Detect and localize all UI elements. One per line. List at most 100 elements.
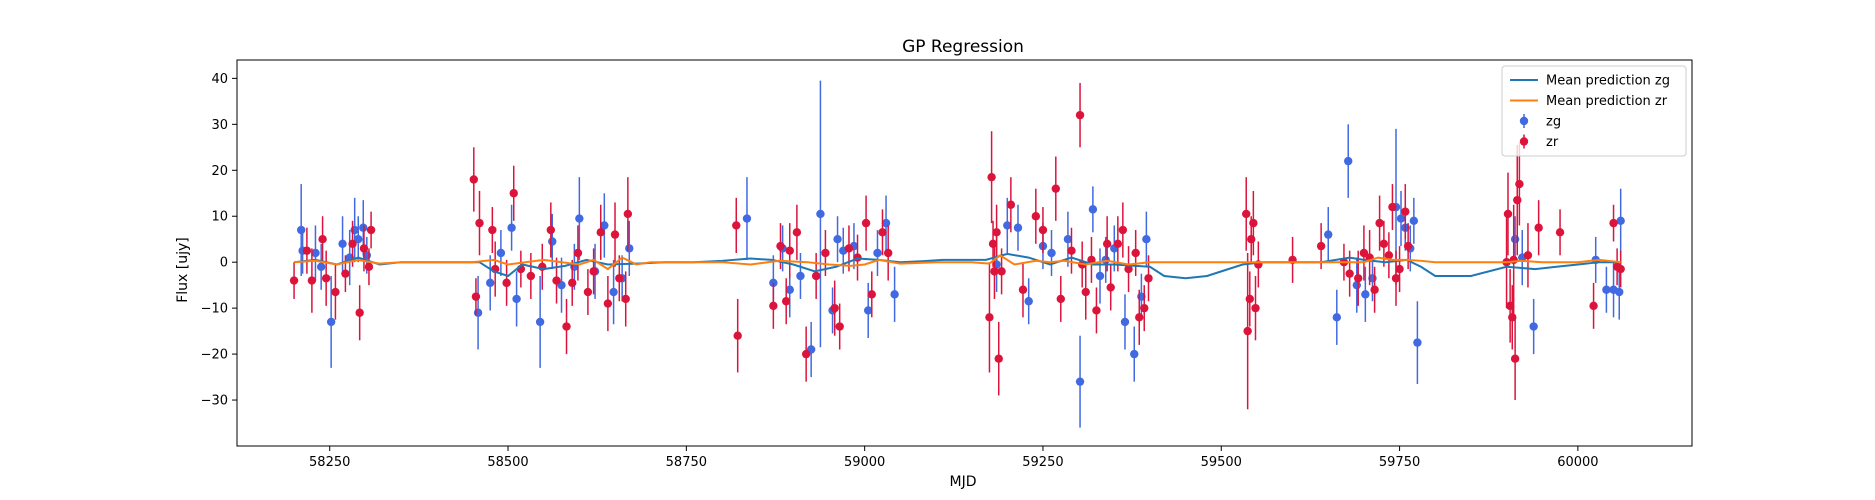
data-point-zr xyxy=(1247,235,1256,244)
data-point-zr xyxy=(1345,269,1354,278)
data-point-zg xyxy=(1101,255,1110,265)
data-point-zg xyxy=(742,214,752,223)
data-point-zr xyxy=(1051,184,1060,193)
data-point-zr xyxy=(1515,179,1524,189)
legend-label: Mean prediction zr xyxy=(1546,94,1668,109)
data-point-zg xyxy=(609,287,618,297)
data-point-zr xyxy=(1245,294,1254,304)
data-point-zg xyxy=(1324,230,1333,239)
data-point-zr xyxy=(1006,200,1016,209)
data-point-zr xyxy=(1106,283,1115,292)
data-point-zg xyxy=(1013,223,1023,232)
data-point-zr xyxy=(471,292,481,301)
y-tick-label: 20 xyxy=(211,164,228,179)
x-tick-label: 59500 xyxy=(1201,455,1242,470)
data-point-zg xyxy=(600,221,609,230)
data-point-zr xyxy=(589,267,598,276)
data-point-zg xyxy=(1142,235,1151,244)
data-point-zg xyxy=(881,218,891,228)
legend: Mean prediction zg Mean prediction zr zg zr xyxy=(1501,65,1687,157)
data-point-zr xyxy=(1249,218,1258,228)
data-point-zg xyxy=(296,225,306,235)
data-point-zg xyxy=(311,248,320,258)
data-point-zr xyxy=(1359,248,1369,258)
y-tick-label: 30 xyxy=(211,118,228,133)
data-point-zg xyxy=(1095,271,1105,281)
data-point-zr xyxy=(1081,287,1090,297)
data-point-zr xyxy=(1251,303,1260,313)
data-point-zr xyxy=(835,322,844,331)
data-point-zg xyxy=(816,209,825,219)
data-point-zr xyxy=(1391,274,1401,283)
data-point-zr xyxy=(992,228,1001,237)
data-point-zr xyxy=(1102,239,1112,249)
data-point-zr xyxy=(583,287,593,297)
data-point-zg xyxy=(864,306,873,315)
data-point-zr xyxy=(1609,218,1618,228)
data-point-zr xyxy=(1031,212,1041,221)
y-tick-label: −10 xyxy=(201,302,228,317)
data-point-zg xyxy=(512,294,521,304)
data-point-zg xyxy=(873,248,882,258)
data-point-zg xyxy=(1529,322,1538,331)
data-point-zg xyxy=(338,239,347,249)
data-point-zr xyxy=(1113,239,1123,249)
y-tick-label: −30 xyxy=(201,394,228,409)
data-point-zr xyxy=(621,294,630,304)
data-point-zr xyxy=(1375,218,1384,228)
data-point-zr xyxy=(997,267,1006,276)
data-point-zr xyxy=(1534,223,1543,232)
data-point-zg xyxy=(785,285,794,294)
plot-frame xyxy=(236,59,1693,447)
data-point-zr xyxy=(355,308,364,317)
legend-item: zr xyxy=(1519,134,1559,150)
data-point-zr xyxy=(526,271,536,281)
data-point-zg xyxy=(548,237,557,246)
data-point-zr xyxy=(781,297,791,306)
data-point-zr xyxy=(562,322,571,331)
data-point-zr xyxy=(1067,246,1076,255)
data-point-zr xyxy=(573,248,583,258)
legend-item: Mean prediction zr xyxy=(1510,94,1668,109)
y-tick-label: 10 xyxy=(211,210,228,225)
data-point-zr xyxy=(1131,248,1140,258)
data-point-zg xyxy=(535,317,545,327)
data-point-zg xyxy=(1352,280,1361,290)
x-tick-label: 59250 xyxy=(1022,455,1063,470)
data-point-zr xyxy=(1379,239,1389,249)
data-point-zg xyxy=(1344,156,1353,166)
y-tick-label: 0 xyxy=(220,256,228,271)
x-tick-label: 59750 xyxy=(1379,455,1420,470)
data-point-zr xyxy=(289,276,299,285)
y-tick-label: −20 xyxy=(201,348,228,363)
data-point-zr xyxy=(1135,313,1144,322)
data-point-zr xyxy=(321,274,331,283)
data-point-zr xyxy=(994,354,1003,363)
data-point-zr xyxy=(1401,207,1410,216)
line-mean-prediction-zg xyxy=(293,252,1621,280)
data-point-zr xyxy=(1370,285,1379,294)
data-point-zr xyxy=(987,172,996,182)
legend-item: Mean prediction zg xyxy=(1510,74,1670,89)
data-point-zr xyxy=(1589,301,1598,311)
data-point-zr xyxy=(364,262,374,271)
data-point-zg xyxy=(1024,297,1033,306)
data-point-zg xyxy=(485,278,495,288)
data-point-zg xyxy=(1409,216,1419,226)
data-point-zg xyxy=(507,223,516,232)
data-point-zr xyxy=(302,246,312,255)
data-point-zr xyxy=(1124,264,1133,274)
data-point-zg xyxy=(769,278,778,288)
data-point-zr xyxy=(785,246,794,255)
data-point-zr xyxy=(366,225,376,235)
y-tick-label: 40 xyxy=(211,72,228,87)
data-point-zg xyxy=(575,214,584,223)
data-point-zg xyxy=(796,271,805,281)
data-point-zr xyxy=(1388,202,1397,212)
data-point-zr xyxy=(776,241,785,251)
series-zr xyxy=(289,82,1625,410)
data-point-zr xyxy=(341,269,350,278)
data-point-zg xyxy=(625,244,634,253)
y-axis-label: Flux [ujy] xyxy=(175,237,191,303)
